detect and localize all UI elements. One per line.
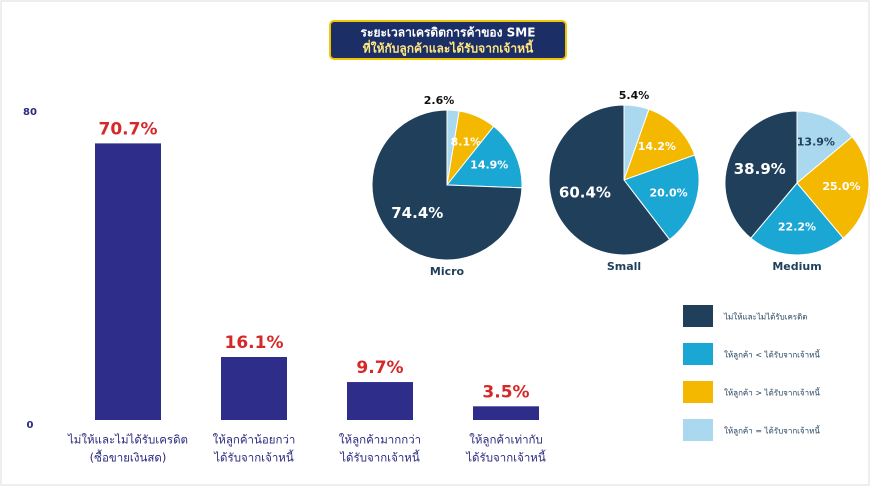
legend-swatch	[683, 305, 713, 327]
value-label: 13.9%	[797, 136, 835, 149]
x-tick-label: (ซื้อขายเงินสด)	[90, 450, 167, 465]
y-tick-label: 0	[27, 420, 34, 431]
value-label: 60.4%	[559, 184, 611, 202]
legend-swatch	[683, 343, 713, 365]
legend-label: ให้ลูกค้า < ได้รับจากเจ้าหนี้	[724, 349, 821, 361]
x-tick-label: ให้ลูกค้าเท่ากับ	[469, 433, 543, 447]
value-label: 74.4%	[391, 204, 443, 222]
title-box	[329, 20, 567, 60]
pie-slice	[750, 182, 844, 256]
value-label: 8.1%	[451, 136, 482, 149]
pie-title: Small	[607, 260, 641, 273]
legend-label: ไม่ให้และไม่ได้รับเครดิต	[723, 313, 808, 322]
pie-slice	[371, 109, 523, 261]
legend-label: ให้ลูกค้า = ได้รับจากเจ้าหนี้	[724, 425, 821, 437]
value-label: 2.6%	[424, 94, 455, 107]
bar	[347, 382, 413, 420]
value-label: 16.1%	[225, 333, 284, 353]
bar	[473, 406, 539, 420]
pie-slice	[724, 110, 798, 239]
x-tick-label: ได้รับจากเจ้าหนี้	[465, 450, 546, 465]
bar	[95, 143, 161, 421]
pie-slice	[796, 110, 853, 185]
pie-slice	[445, 125, 523, 189]
value-label: 70.7%	[99, 119, 158, 139]
value-label: 3.5%	[482, 382, 529, 402]
value-label: 14.9%	[470, 159, 508, 172]
x-tick-label: ไม่ให้และไม่ได้รับเครดิต	[67, 433, 188, 447]
pie-slice	[796, 136, 870, 239]
value-label: 22.2%	[778, 221, 816, 234]
x-tick-label: ให้ลูกค้าน้อยกว่า	[213, 433, 296, 447]
value-label: 25.0%	[822, 180, 860, 193]
chart-title: ระยะเวลาเครดิตการค้าของ SME	[361, 26, 536, 40]
legend-label: ให้ลูกค้า > ได้รับจากเจ้าหนี้	[724, 387, 821, 399]
x-tick-label: ได้รับจากเจ้าหนี้	[213, 450, 294, 465]
value-label: 5.4%	[619, 89, 650, 102]
y-tick-label: 80	[23, 107, 37, 118]
pie-title: Medium	[772, 260, 821, 273]
legend-swatch	[683, 381, 713, 403]
value-label: 9.7%	[356, 358, 403, 378]
pie-slice	[548, 104, 671, 256]
pie-title: Micro	[430, 265, 465, 278]
x-tick-label: ให้ลูกค้ามากกว่า	[339, 433, 421, 447]
chart-title: ที่ให้กับลูกค้าและได้รับจากเจ้าหนี้	[363, 39, 534, 57]
pie-slice	[623, 108, 696, 181]
x-tick-label: ได้รับจากเจ้าหนี้	[339, 450, 420, 465]
bar	[221, 357, 287, 420]
pie-slice	[623, 154, 700, 241]
legend-swatch	[683, 419, 713, 441]
value-label: 38.9%	[734, 160, 786, 178]
value-label: 20.0%	[649, 186, 687, 199]
value-label: 14.2%	[638, 140, 676, 153]
